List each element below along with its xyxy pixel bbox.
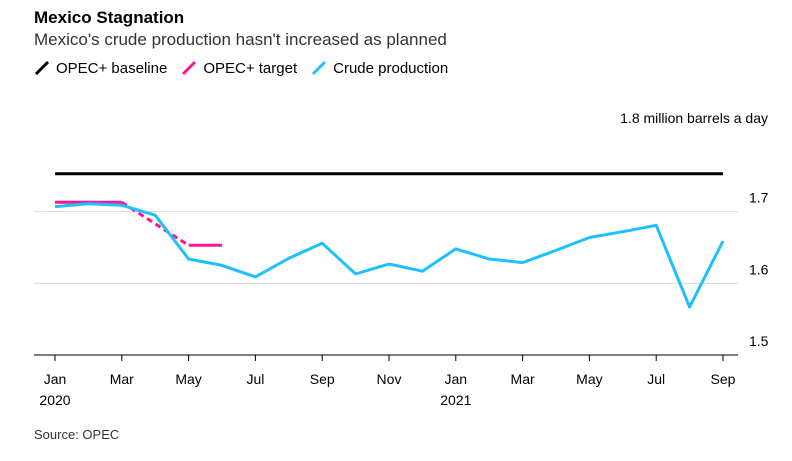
y-tick-label: 1.7 bbox=[749, 190, 769, 206]
y-unit-label: 1.8 million barrels a day bbox=[620, 110, 768, 126]
legend-item-target: OPEC+ target bbox=[181, 60, 297, 77]
x-tick-label: Nov bbox=[377, 371, 402, 387]
x-tick-year-label: 2021 bbox=[440, 392, 471, 408]
legend-item-production: Crude production bbox=[311, 60, 448, 77]
x-tick-label: Sep bbox=[310, 371, 335, 387]
legend-swatch-production bbox=[312, 60, 327, 76]
y-tick-label: 1.5 bbox=[749, 333, 769, 349]
legend-label-baseline: OPEC+ baseline bbox=[56, 59, 168, 77]
x-tick-label: Sep bbox=[711, 371, 736, 387]
series-line-crude-production bbox=[54, 202, 725, 309]
x-tick-label: Mar bbox=[110, 371, 134, 387]
x-tick-year-label: 2020 bbox=[39, 392, 70, 408]
legend: OPEC+ baseline OPEC+ target Crude produc… bbox=[34, 56, 462, 80]
legend-item-baseline: OPEC+ baseline bbox=[34, 60, 167, 77]
chart-subtitle: Mexico's crude production hasn't increas… bbox=[34, 30, 447, 49]
chart-title: Mexico Stagnation bbox=[34, 8, 185, 27]
x-tick-label: May bbox=[576, 371, 602, 387]
legend-label-target: OPEC+ target bbox=[203, 59, 298, 77]
legend-swatch-baseline bbox=[34, 60, 50, 76]
y-tick-label: 1.6 bbox=[749, 261, 769, 277]
x-tick-label: Mar bbox=[511, 371, 535, 387]
x-tick-label: Jan bbox=[44, 371, 67, 387]
legend-label-production: Crude production bbox=[333, 59, 449, 77]
x-tick-label: Jan bbox=[445, 371, 468, 387]
x-tick-label: Jul bbox=[647, 371, 665, 387]
source-note: Source: OPEC bbox=[34, 427, 120, 442]
x-tick-label: May bbox=[175, 371, 201, 387]
legend-swatch-target bbox=[182, 60, 197, 76]
x-tick-label: Jul bbox=[246, 371, 264, 387]
